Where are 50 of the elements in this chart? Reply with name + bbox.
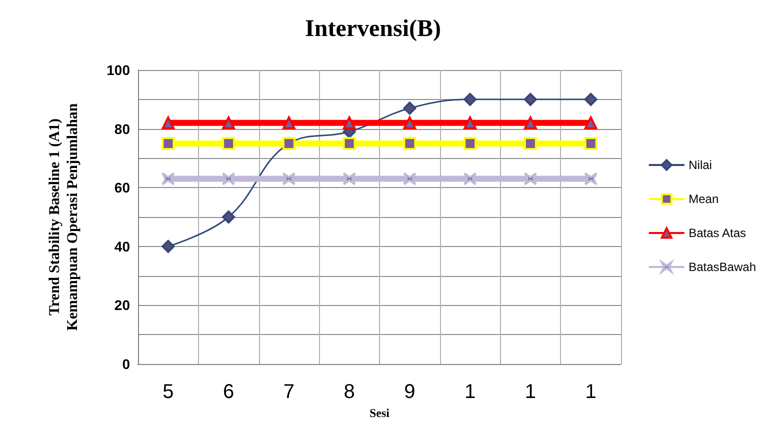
point [162, 137, 175, 150]
point [524, 116, 537, 130]
x-axis-title: Sesi [369, 406, 390, 420]
y-tick-label: 80 [114, 120, 130, 137]
point [464, 137, 477, 150]
point [222, 137, 236, 150]
point [282, 116, 296, 130]
point [524, 172, 537, 186]
point [162, 116, 175, 130]
point [464, 92, 477, 106]
point [342, 116, 356, 130]
x-tick-label: 9 [404, 381, 416, 403]
point [403, 137, 416, 150]
point [282, 172, 296, 186]
point [403, 172, 416, 186]
point [584, 92, 598, 106]
point [584, 137, 598, 150]
y-tick-label: 40 [114, 238, 130, 254]
point [464, 172, 477, 186]
point [584, 116, 598, 130]
point [342, 172, 356, 186]
point [403, 116, 416, 130]
legend-label: Nilai [688, 158, 712, 172]
y-axis-title: Trend Stability Baseline 1 (A1) Kemampuan Operasi Penjumlahan [47, 102, 81, 331]
x-tick-label: 5 [162, 381, 174, 403]
point [222, 116, 236, 130]
point [162, 240, 175, 253]
x-tick-label: 8 [344, 381, 355, 403]
point [222, 210, 236, 224]
point [524, 92, 537, 106]
legend-label: BatasBawah [688, 260, 756, 274]
legend-label: Mean [688, 192, 719, 206]
x-tick-label: 1 [464, 381, 476, 403]
x-tick-label: 1 [585, 381, 596, 403]
x-tick-label: 6 [223, 381, 234, 403]
y-tick-label: 60 [114, 180, 130, 196]
y-tick-label: 0 [122, 356, 130, 372]
point [464, 116, 477, 130]
y-tick-label: 20 [114, 297, 130, 314]
point [342, 137, 356, 150]
legend-label: Batas Atas [688, 226, 746, 240]
point [222, 172, 236, 186]
y-tick-label: 100 [106, 62, 130, 78]
point [584, 172, 598, 186]
point [403, 102, 416, 115]
x-tick-label: 7 [283, 381, 294, 403]
point [524, 137, 537, 150]
chart-title: Intervensi(B) [305, 16, 441, 42]
point [162, 172, 175, 186]
x-tick-label: 1 [524, 381, 536, 403]
